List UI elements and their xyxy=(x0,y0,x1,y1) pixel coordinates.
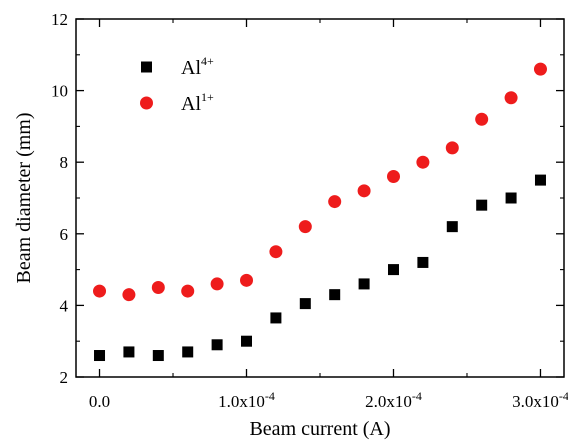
data-point-square xyxy=(211,339,223,351)
data-point-circle xyxy=(533,62,547,76)
data-point-circle xyxy=(93,284,107,298)
y-axis-label: Beam diameter (mm) xyxy=(13,112,35,283)
data-point-circle xyxy=(210,277,224,291)
data-point-circle xyxy=(445,141,459,155)
x-axis-ticks: 0.0 1.0x10-4 2.0x10-4 3.0x10-4 xyxy=(89,19,568,411)
x-tick-label: 3.0x10-4 xyxy=(512,389,568,411)
data-point-square xyxy=(387,264,399,276)
data-point-square xyxy=(182,346,194,358)
plot-frame xyxy=(75,18,565,378)
data-point-square xyxy=(358,278,370,290)
data-point-square xyxy=(534,174,546,186)
data-series xyxy=(93,62,547,362)
data-point-square xyxy=(152,350,164,362)
y-tick-label: 10 xyxy=(51,82,68,101)
data-point-circle xyxy=(416,155,430,169)
data-point-square xyxy=(476,199,488,211)
data-point-circle xyxy=(151,281,165,294)
y-tick-label: 6 xyxy=(60,225,69,244)
x-axis-label: Beam current (A) xyxy=(249,418,390,440)
x-tick-label: 1.0x10-4 xyxy=(218,389,275,411)
data-point-square xyxy=(329,289,341,301)
legend-label: Al1+ xyxy=(181,90,214,115)
data-point-square xyxy=(270,312,282,324)
y-tick-label: 8 xyxy=(60,153,69,172)
y-tick-label: 12 xyxy=(51,10,68,29)
series-circle xyxy=(93,62,547,302)
data-point-square xyxy=(241,335,253,347)
data-point-square xyxy=(417,256,429,268)
legend-marker-circle xyxy=(140,96,153,110)
data-point-square xyxy=(446,221,458,233)
data-point-square xyxy=(299,298,311,310)
data-point-circle xyxy=(386,170,400,184)
legend-marker-square xyxy=(141,61,152,73)
data-point-square xyxy=(505,192,517,204)
data-point-circle xyxy=(269,245,283,259)
y-axis-ticks: 2 4 6 8 10 12 xyxy=(51,10,564,387)
series-square xyxy=(94,174,546,362)
data-point-circle xyxy=(328,195,342,209)
data-point-square xyxy=(94,350,106,362)
y-tick-label: 4 xyxy=(60,296,69,315)
x-tick-label: 2.0x10-4 xyxy=(365,389,422,411)
data-point-circle xyxy=(122,288,136,302)
y-tick-label: 2 xyxy=(60,368,69,387)
data-point-circle xyxy=(504,91,518,105)
x-tick-label: 0.0 xyxy=(89,392,110,411)
data-point-circle xyxy=(357,184,371,198)
data-point-square xyxy=(123,346,135,358)
data-point-circle xyxy=(181,284,195,298)
legend-label: Al4+ xyxy=(181,54,214,79)
data-point-circle xyxy=(298,220,312,234)
data-point-circle xyxy=(475,112,489,126)
legend: Al4+ Al1+ xyxy=(140,54,214,115)
data-point-circle xyxy=(240,273,254,287)
